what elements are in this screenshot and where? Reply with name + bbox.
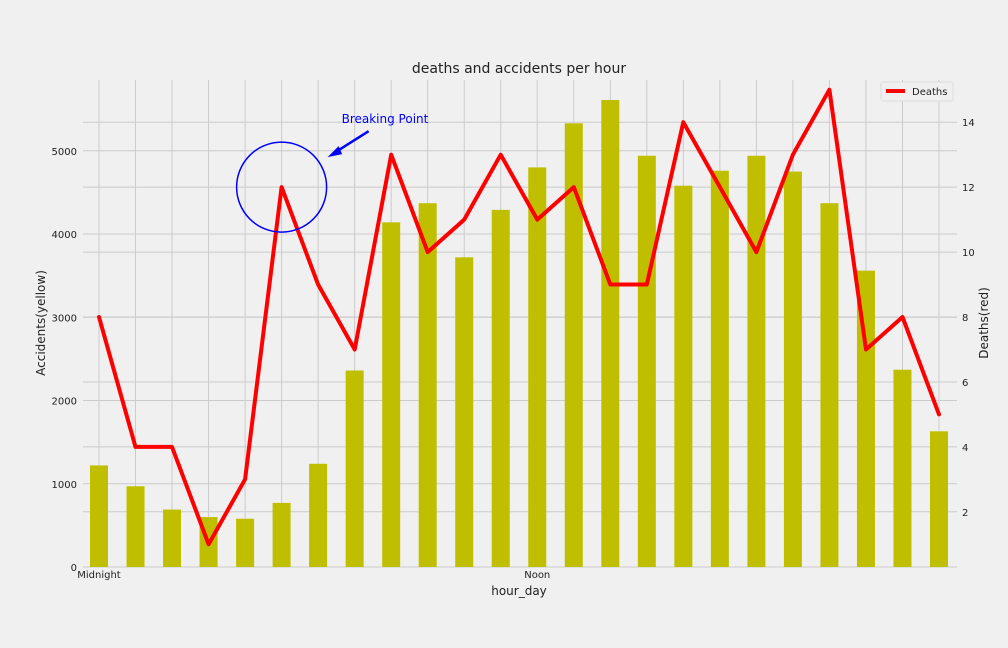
annotation-label: Breaking Point [342,112,429,126]
accident-bar [418,203,437,567]
accident-bar [90,465,108,567]
accident-bar [674,185,693,567]
y-axis-right-label: Deaths(red) [977,287,991,359]
y-left-tick-label: 4000 [52,230,77,241]
y-right-tick-label: 10 [962,248,975,259]
accident-bar [601,99,620,567]
annotation-circle [235,141,328,233]
accident-bar [820,203,839,567]
accident-bars [90,99,948,568]
y-right-tick-label: 12 [962,183,975,194]
accident-bar [236,518,255,567]
x-axis-label: hour_day [491,584,547,598]
accident-bar [893,369,912,567]
accident-bar [455,257,474,567]
accident-bar [272,502,291,567]
y-right-tick-label: 14 [962,118,975,129]
accident-bar [163,509,182,567]
deaths-line [97,87,941,547]
accident-bar [309,463,328,567]
accident-bar [637,155,656,567]
y-right-tick-label: 8 [962,313,968,324]
annotation-arrow-head [327,146,343,158]
accident-bar [491,209,510,567]
x-tick-label: Noon [524,570,550,581]
y-left-tick-label: 0 [71,563,77,574]
y-right-tick-label: 2 [962,508,968,519]
y-left-tick-label: 1000 [52,480,77,491]
annotation-layer: Breaking Point [235,112,429,233]
accident-bar [783,171,802,568]
accident-bar [345,370,364,567]
y-right-tick-label: 6 [962,378,968,389]
y-left-tick-label: 3000 [52,313,77,324]
y-axis-left-label: Accidents(yellow) [34,270,48,376]
accident-bar [747,155,766,567]
y-left-tick-label: 2000 [52,397,77,408]
legend-box [880,81,954,102]
accident-bar [528,167,547,567]
annotation-arrow-shaft [333,130,370,154]
accident-bar [126,486,145,567]
deaths-line-layer [97,87,941,547]
axis-ticks: 0 1000 2000 3000 4000 5000 2 4 6 8 10 12 14 Midnight N… [52,118,975,581]
accident-bar [564,123,583,568]
y-left-tick-label: 5000 [52,147,77,158]
accident-bar [710,170,729,567]
x-tick-label: Midnight [77,570,121,581]
legend: Deaths [880,81,954,102]
y-right-tick-label: 4 [962,443,968,454]
legend-label: Deaths [912,87,947,98]
chart-title: deaths and accidents per hour [412,61,626,77]
accident-bar [382,222,401,567]
accident-bar [930,431,948,567]
